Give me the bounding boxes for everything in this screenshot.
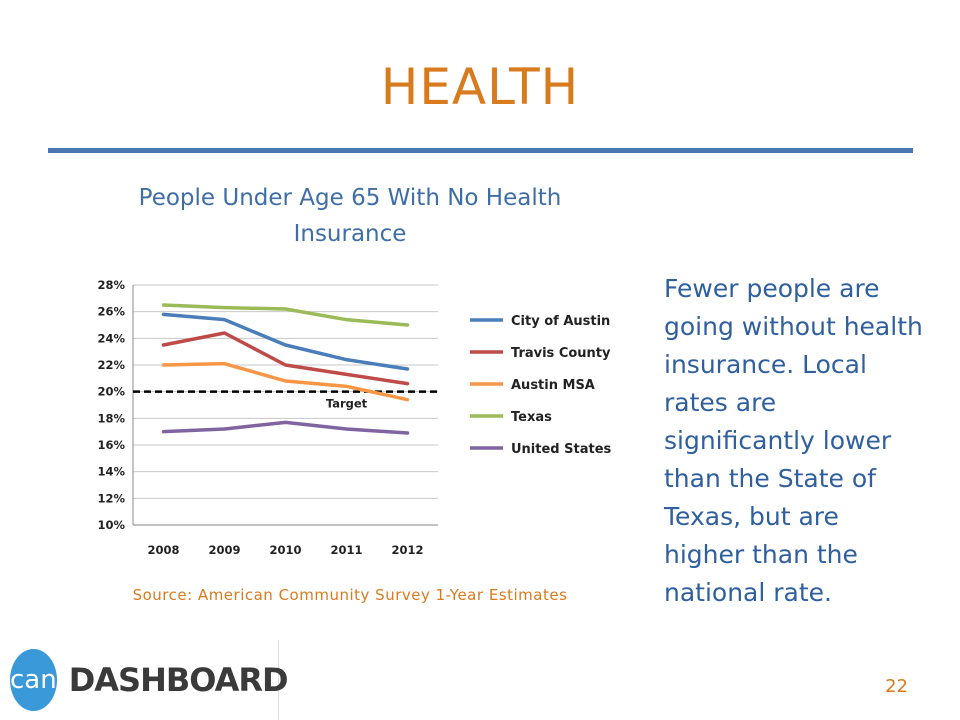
can-dashboard-logo: can DASHBOARD — [0, 640, 289, 720]
summary-text: Fewer people are going without health in… — [664, 274, 923, 607]
x-tick-label: 2012 — [391, 543, 423, 557]
target-label: Target — [326, 397, 368, 411]
legend-label-texas: Texas — [511, 410, 552, 425]
legend-label-austin-msa: Austin MSA — [511, 378, 595, 393]
can-logo-mark: can — [10, 649, 57, 711]
y-tick-label: 16% — [97, 438, 125, 452]
page-number: 22 — [885, 676, 908, 697]
y-tick-label: 14% — [97, 465, 125, 479]
series-line-texas — [161, 303, 410, 327]
legend-label-united-states: United States — [511, 442, 612, 457]
legend-label-travis-county: Travis County — [511, 346, 611, 361]
title-divider — [48, 148, 913, 153]
chart-title: People Under Age 65 With No Health Insur… — [138, 185, 562, 247]
y-tick-label: 10% — [97, 518, 125, 532]
legend-label-city-of-austin: City of Austin — [511, 314, 610, 329]
target-reference: Target — [133, 390, 438, 411]
line-chart: 28% 26% 24% 22% 20% 18% 16% 14% 12% 10% 2008 2009 20… — [97, 278, 612, 557]
x-tick-label: 2010 — [269, 543, 301, 557]
y-tick-label: 12% — [97, 491, 125, 505]
y-tick-label: 22% — [97, 358, 125, 372]
x-tick-label: 2009 — [208, 543, 240, 557]
y-tick-label: 26% — [97, 305, 125, 319]
slide-title: HEALTH — [380, 58, 580, 116]
source-note: Source: American Community Survey 1-Year… — [132, 586, 568, 604]
series-line-austin-msa — [161, 361, 410, 402]
y-tick-label: 24% — [97, 331, 125, 345]
y-tick-label: 18% — [97, 411, 125, 425]
x-tick-label: 2011 — [330, 543, 362, 557]
series-line-united-states — [161, 420, 410, 435]
chart-legend: City of Austin Travis County Austin MSA Tex… — [470, 314, 612, 457]
chart-gridlines — [133, 284, 438, 526]
dashboard-wordmark: DASHBOARD — [68, 661, 289, 699]
x-tick-label: 2008 — [147, 543, 179, 557]
y-tick-label: 20% — [97, 385, 125, 399]
y-tick-label: 28% — [97, 278, 125, 292]
series-line-travis-county — [161, 331, 410, 386]
series-line-city-of-austin — [161, 312, 410, 371]
chart-axes: 28% 26% 24% 22% 20% 18% 16% 14% 12% 10% 2008 2009 20… — [97, 278, 438, 557]
chart-series — [161, 303, 410, 435]
